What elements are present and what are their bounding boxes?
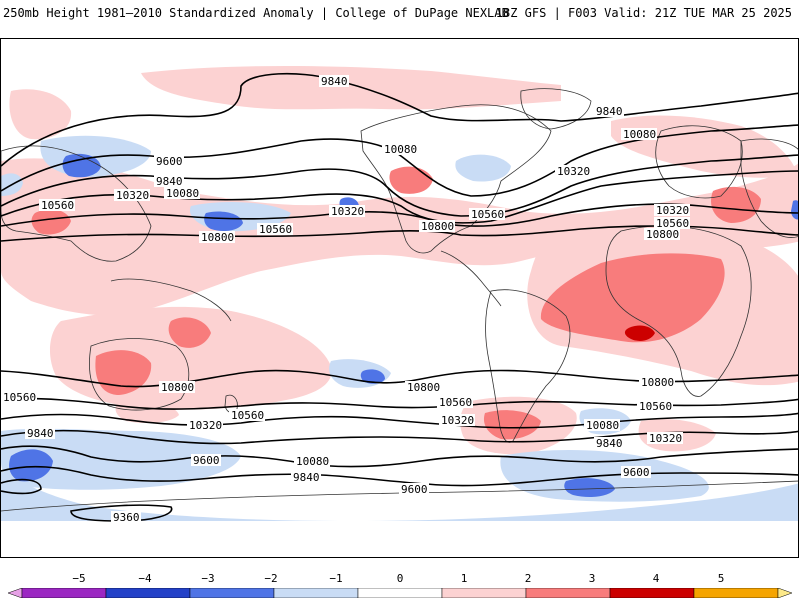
indonesia-outline: [110, 278, 232, 322]
contour-label-9360-sw: 9360: [113, 511, 140, 524]
colorbar-tick-1: 1: [460, 572, 468, 585]
contour-label-10560-west: 10560: [41, 199, 74, 212]
contour-label-10320-se: 10320: [649, 432, 682, 445]
contour-label-9600-sp: 9600: [193, 454, 220, 467]
greenland-outline: [520, 88, 592, 130]
colorbar-segment: [441, 588, 527, 598]
contour-label-9840-asia: 9840: [156, 175, 183, 188]
colorbar-tick-4: 4: [652, 572, 660, 585]
colorbar-segment: [777, 588, 792, 598]
colorbar-segment: [609, 588, 695, 598]
contour-label-10080-na: 10080: [384, 143, 417, 156]
contour-label-9840-ne: 9840: [596, 105, 623, 118]
contour-label-10800-sw: 10800: [161, 381, 194, 394]
asia-outline: [1, 145, 152, 262]
europe-outline: [655, 125, 743, 199]
contour-label-9840-sp: 9840: [293, 471, 320, 484]
contour-label-10080-se: 10080: [586, 419, 619, 432]
colorbar: [8, 588, 792, 598]
colorbar-tick-5: 5: [717, 572, 725, 585]
colorbar-tick-minus5: −5: [72, 572, 86, 585]
contour-label-10560-europe: 10560: [656, 217, 689, 230]
colorbar-tick-minus2: −2: [264, 572, 278, 585]
contour-label-10800-na: 10800: [421, 220, 454, 233]
colorbar-segment: [21, 588, 107, 598]
contour-label-10560-sp: 10560: [231, 409, 264, 422]
contour-label-10320-sp: 10320: [189, 419, 222, 432]
colorbar-segment: [357, 588, 443, 598]
colorbar-tick-minus1: −1: [329, 572, 343, 585]
colorbar-tick-3: 3: [588, 572, 596, 585]
contour-label-10800-pacific: 10800: [201, 231, 234, 244]
extreme-positive-anomaly-areas: [624, 325, 655, 341]
colorbar-tick-labels: −5 −4 −3 −2 −1 0 1 2 3 4 5: [0, 572, 800, 588]
contour-label-10320-pacific: 10320: [331, 205, 364, 218]
contour-label-9840-sw: 9840: [27, 427, 54, 440]
contour-label-9600-se: 9600: [623, 466, 650, 479]
colorbar-tick-minus4: −4: [138, 572, 152, 585]
contour-label-10080-europe: 10080: [623, 128, 656, 141]
contour-label-10080-asia: 10080: [166, 187, 199, 200]
colorbar-tick-0: 0: [396, 572, 404, 585]
colorbar-segment: [273, 588, 359, 598]
contour-labels: 9840 9840 9600 9840 10080 10320 10560 10…: [1, 75, 690, 524]
contour-label-9840-north: 9840: [321, 75, 348, 88]
contour-label-10560-se: 10560: [639, 400, 672, 413]
strong-negative-anomaly-areas: [9, 153, 798, 497]
asia-east-outline: [740, 138, 798, 238]
map-canvas: 9840 9840 9600 9840 10080 10320 10560 10…: [1, 66, 798, 524]
contour-label-10320-sa: 10320: [441, 414, 474, 427]
contour-label-9600-s: 9600: [401, 483, 428, 496]
colorbar-segment: [525, 588, 611, 598]
australia-outline: [89, 338, 190, 411]
contour-label-10320-asia: 10320: [116, 189, 149, 202]
colorbar-segment: [105, 588, 191, 598]
colorbar-segment: [8, 588, 23, 598]
contour-label-10800-se: 10800: [641, 376, 674, 389]
contour-label-10320-europe: 10320: [656, 204, 689, 217]
model-run-info: 18Z GFS | F003 Valid: 21Z TUE MAR 25 202…: [495, 6, 792, 20]
height-contours: [1, 72, 798, 522]
south-america-outline: [485, 289, 571, 443]
contour-label-9600-asia: 9600: [156, 155, 183, 168]
africa-outline: [605, 225, 752, 397]
contour-label-10800-africa: 10800: [646, 228, 679, 241]
contour-label-9840-se: 9840: [596, 437, 623, 450]
colorbar-segment: [693, 588, 779, 598]
colorbar-tick-2: 2: [524, 572, 532, 585]
map-title: 250mb Height 1981–2010 Standardized Anom…: [3, 6, 509, 20]
anomaly-map[interactable]: 9840 9840 9600 9840 10080 10320 10560 10…: [0, 38, 799, 558]
central-america-outline: [440, 250, 502, 307]
colorbar-tick-minus3: −3: [201, 572, 215, 585]
contour-label-10560-sa: 10560: [439, 396, 472, 409]
contour-label-10800-sa: 10800: [407, 381, 440, 394]
contour-label-10560-pacific: 10560: [259, 223, 292, 236]
contour-label-10320-atlantic: 10320: [557, 165, 590, 178]
colorbar-graphic: [8, 588, 792, 598]
colorbar-segment: [189, 588, 275, 598]
contour-label-10560-sw: 10560: [3, 391, 36, 404]
contour-label-10560-atlantic: 10560: [471, 208, 504, 221]
header: 250mb Height 1981–2010 Standardized Anom…: [0, 0, 800, 30]
contour-label-10080-sp: 10080: [296, 455, 329, 468]
